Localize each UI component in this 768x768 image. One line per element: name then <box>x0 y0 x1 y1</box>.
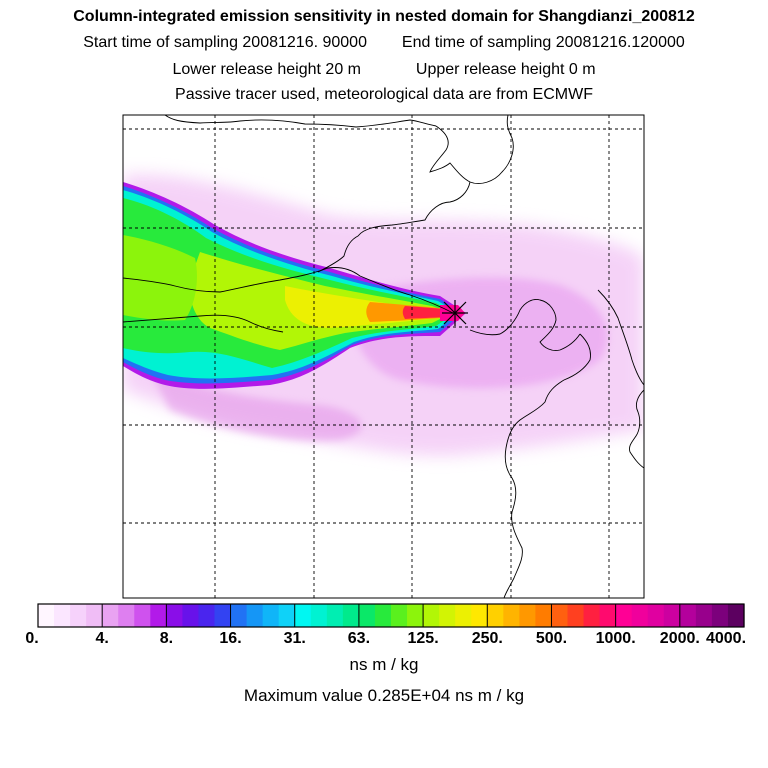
mongolia-border <box>123 267 456 315</box>
colorbar-cell <box>54 604 71 627</box>
colorbar-tick-label: 1000. <box>595 630 636 647</box>
colorbar-cell <box>647 604 665 627</box>
colorbar-tick-label: 8. <box>159 630 174 647</box>
colorbar-frame <box>37 603 745 628</box>
receptor-marker-icon <box>442 300 468 326</box>
colorbar-cell <box>150 604 167 627</box>
colorbar-cell <box>471 604 488 627</box>
colorbar-cell <box>294 604 312 627</box>
colorbar-cell <box>182 604 200 627</box>
colorbar-cell <box>535 604 553 627</box>
colorbar-cell <box>86 604 103 627</box>
colorbar-cell <box>358 604 376 627</box>
korea-coast <box>597 289 644 386</box>
colorbar-cell <box>567 604 585 627</box>
colorbar-cell <box>310 604 328 627</box>
colorbar-cell <box>374 604 392 627</box>
field-red <box>402 306 452 319</box>
korea-east <box>629 389 644 469</box>
colorbar-cell <box>391 604 408 627</box>
colorbar-tick-label: 16. <box>219 630 242 647</box>
colorbar-cell <box>503 604 520 627</box>
sensitivity-field <box>123 174 644 456</box>
coastlines <box>123 115 644 598</box>
colorbar-tick-label: 250. <box>471 630 503 647</box>
colorbar-cell <box>246 604 264 627</box>
colorbar-cell <box>38 604 55 627</box>
colorbar-cell <box>118 604 135 627</box>
maximum-value-label: Maximum value 0.285E+04 ns m / kg <box>243 686 525 705</box>
colorbar-cell <box>166 604 184 627</box>
graticule <box>123 115 644 598</box>
lower-release-height-label: Lower release height 20 m <box>172 61 361 78</box>
east-coast <box>503 333 591 598</box>
colorbar-tick-label: 500. <box>535 630 568 647</box>
start-time-label: Start time of sampling 20081216. 90000 <box>83 34 367 51</box>
colorbar-cell <box>342 604 360 627</box>
colorbar-cell <box>695 604 713 627</box>
liaodong-coast <box>429 115 514 184</box>
colorbar-cell <box>727 604 745 627</box>
colorbar-cell <box>70 604 87 627</box>
colorbar-tick-label: 31. <box>283 630 306 647</box>
release-heights-row: Lower release height 20 m Upper release … <box>0 61 768 79</box>
northern-border <box>164 115 437 128</box>
colorbar-cell <box>423 604 440 627</box>
end-time-label: End time of sampling 20081216.120000 <box>401 34 685 51</box>
chart-title: Column-integrated emission sensitivity i… <box>73 8 695 25</box>
colorbar-cell <box>519 604 537 627</box>
field-yellowgreen-west <box>123 235 197 321</box>
colorbar-cell <box>262 604 280 627</box>
colorbar-cell <box>631 604 649 627</box>
tracer-info-line: Passive tracer used, meteorological data… <box>175 86 593 103</box>
colorbar-cell <box>599 604 617 627</box>
colorbar-cell <box>230 604 248 627</box>
colorbar-tick-label: 63. <box>347 630 371 647</box>
colorbar-cell <box>214 604 232 627</box>
upper-release-height-label: Upper release height 0 m <box>415 61 596 78</box>
colorbar-cell <box>326 604 344 627</box>
colorbar-cell <box>551 604 569 627</box>
colorbar-units: ns m / kg <box>349 655 419 674</box>
colorbar-cell <box>679 604 697 627</box>
colorbar-cell <box>711 604 729 627</box>
colorbar-tick-label: 2000. <box>659 630 700 647</box>
colorbar-tick-label: 4000. <box>705 630 747 647</box>
colorbar-cell <box>663 604 681 627</box>
colorbar-cell <box>487 604 504 627</box>
sampling-times-row: Start time of sampling 20081216. 90000 E… <box>0 34 768 52</box>
colorbar-cell <box>102 604 119 627</box>
colorbar-cell <box>439 604 456 627</box>
colorbar-tick-label: 0. <box>25 630 39 647</box>
bay-coast <box>469 299 581 351</box>
colorbar-cell <box>198 604 216 627</box>
colorbar-tick-label: 4. <box>95 630 109 647</box>
colorbar-cell <box>278 604 296 627</box>
colorbar-cell <box>407 604 424 627</box>
colorbar-cell <box>134 604 151 627</box>
colorbar-tick-label: 125. <box>407 630 439 647</box>
inner-border <box>123 314 284 333</box>
colorbar <box>38 604 745 627</box>
colorbar-cell <box>455 604 472 627</box>
map-frame <box>122 114 645 599</box>
bohai-coast <box>317 181 471 273</box>
colorbar-cell <box>615 604 633 627</box>
colorbar-cell <box>583 604 601 627</box>
